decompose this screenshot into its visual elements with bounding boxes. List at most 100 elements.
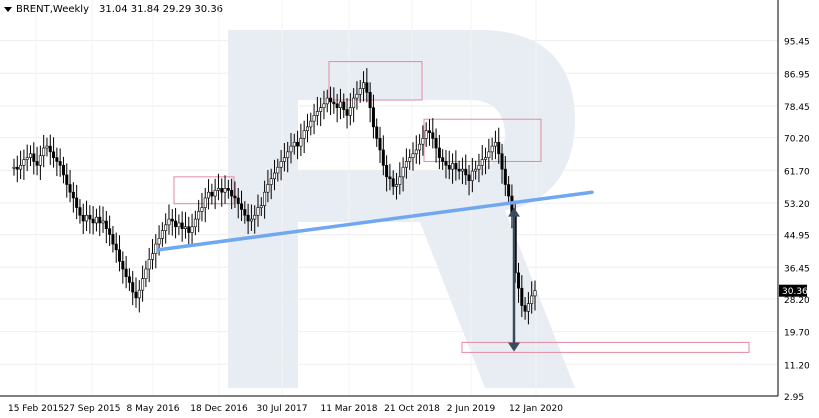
candle-body	[474, 168, 478, 172]
candle-body	[451, 163, 455, 170]
candle-body	[256, 207, 260, 216]
candle-body	[58, 161, 62, 166]
candle-body	[226, 188, 230, 191]
candle-body	[348, 107, 352, 116]
candle-body	[203, 197, 207, 208]
candle-body	[190, 226, 194, 233]
candle-body	[282, 157, 286, 162]
dropdown-triangle-icon[interactable]	[4, 7, 12, 12]
candle-body	[35, 161, 39, 166]
candle-body	[477, 165, 481, 170]
candle-body	[55, 157, 59, 162]
candle-body	[167, 218, 171, 226]
candle-body	[296, 141, 300, 147]
candle-body	[517, 272, 521, 289]
candle-body	[52, 151, 56, 158]
candle-body	[12, 166, 16, 169]
candle-body	[398, 176, 402, 185]
candle-body	[68, 184, 72, 193]
y-tick-label: 44.95	[784, 232, 810, 242]
candle-body	[329, 97, 333, 103]
candle-body	[319, 107, 323, 112]
candle-body	[315, 111, 319, 116]
candle-body	[207, 191, 211, 199]
candle-body	[484, 157, 488, 160]
candle-body	[85, 214, 89, 222]
candle-body	[187, 226, 191, 233]
candle-body	[408, 157, 412, 162]
symbol-label: BRENT,Weekly	[16, 4, 89, 15]
candle-body	[71, 191, 75, 199]
zone-rectangle[interactable]	[461, 341, 750, 353]
candle-body	[427, 130, 431, 133]
candle-body	[183, 226, 187, 229]
candle-body	[289, 145, 293, 153]
candle-body	[38, 155, 42, 166]
candle-body	[497, 141, 501, 155]
candle-body	[81, 214, 85, 222]
candle-body	[362, 82, 366, 89]
x-tick-label: 15 Feb 2015	[8, 404, 64, 414]
candle-body	[411, 153, 415, 158]
candle-body	[45, 145, 49, 149]
candle-body	[395, 184, 399, 187]
candle-body	[78, 207, 82, 216]
watermark-logo	[228, 30, 575, 388]
candle-body	[530, 295, 534, 304]
candle-body	[507, 184, 511, 197]
candle-body	[447, 165, 451, 170]
candle-body	[101, 220, 105, 224]
candle-body	[526, 303, 530, 312]
candle-body	[230, 189, 234, 197]
candle-body	[147, 259, 151, 270]
candle-body	[500, 153, 504, 170]
candle-body	[253, 214, 257, 220]
ohlc-values: 31.04 31.84 29.29 30.36	[99, 4, 224, 15]
candle-body	[404, 161, 408, 168]
candle-body	[118, 249, 122, 262]
candle-body	[431, 132, 435, 139]
candle-body	[299, 138, 303, 147]
x-tick-label: 12 Jan 2020	[509, 404, 563, 414]
candle-body	[22, 159, 26, 166]
candle-body	[279, 161, 283, 168]
candle-body	[381, 149, 385, 166]
y-tick-label: 2.95	[784, 393, 804, 403]
candle-body	[503, 168, 507, 185]
candle-body	[108, 228, 112, 235]
candle-body	[365, 82, 369, 93]
candle-body	[371, 107, 375, 128]
candle-body	[19, 165, 23, 170]
x-tick-label: 11 Mar 2018	[320, 404, 377, 414]
trendline[interactable]	[156, 190, 594, 252]
candle-body	[144, 268, 148, 279]
candle-body	[236, 197, 240, 205]
candle-body	[233, 195, 237, 199]
candle-body	[213, 189, 217, 197]
candle-body	[418, 143, 422, 151]
arrow-up-head-icon	[508, 207, 520, 217]
current-price-label: 30.36	[782, 287, 808, 297]
candle-body	[94, 216, 98, 224]
zone-rectangle[interactable]	[328, 61, 423, 101]
x-tick-label: 30 Jul 2017	[257, 404, 308, 414]
candle-body	[490, 145, 494, 153]
candle-body	[134, 291, 138, 299]
candle-body	[269, 178, 273, 185]
candle-body	[104, 220, 108, 229]
candle-body	[180, 222, 184, 229]
candle-body	[493, 141, 497, 147]
candle-body	[150, 253, 154, 260]
candle-body	[480, 159, 484, 166]
candle-body	[170, 218, 174, 222]
candle-body	[305, 126, 309, 132]
candle-body	[124, 268, 128, 278]
candle-body	[434, 138, 438, 149]
candle-body	[467, 174, 471, 181]
candle-body	[414, 149, 418, 155]
candle-body	[137, 289, 141, 299]
candle-body	[342, 101, 346, 110]
candle-body	[164, 224, 168, 231]
candle-body	[88, 214, 92, 220]
